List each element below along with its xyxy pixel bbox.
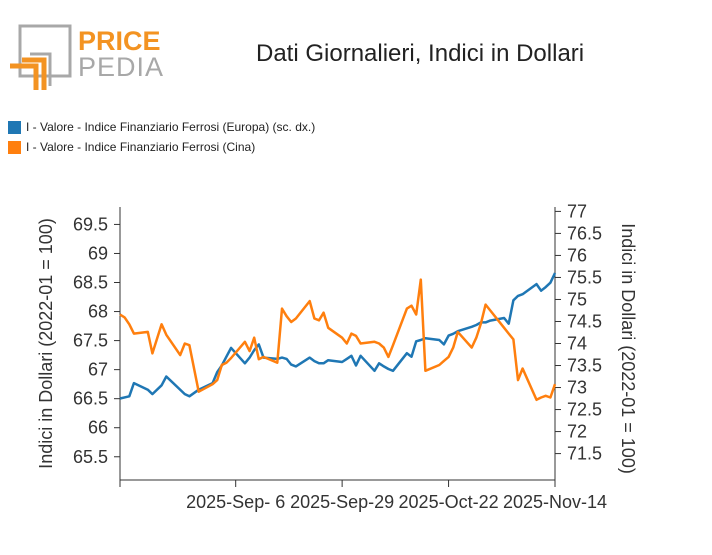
x-tick-label: 2025-Nov-14 (503, 492, 607, 512)
y-right-tick-label: 72 (567, 422, 587, 442)
y-left-tick-label: 67.5 (73, 331, 108, 351)
legend-swatch-europa (8, 120, 21, 134)
y-left-tick-label: 66 (88, 418, 108, 438)
y-right-tick-label: 74.5 (567, 311, 602, 331)
logo-mark: PRICE PEDIA (10, 24, 164, 90)
y-right-tick-label: 72.5 (567, 400, 602, 420)
y-left-tick-label: 68 (88, 302, 108, 322)
y-right-tick-label: 73.5 (567, 356, 602, 376)
y-axis-left-title: Indici in Dollari (2022-01 = 100) (36, 218, 56, 469)
x-tick-label: 2025-Oct-22 (399, 492, 499, 512)
logo-word-pedia: PEDIA (78, 52, 164, 82)
y-right-tick-label: 75.5 (567, 267, 602, 287)
y-left-tick-label: 65.5 (73, 447, 108, 467)
legend-label-cina: I - Valore - Indice Finanziario Ferrosi … (26, 140, 256, 154)
y-left-tick-label: 67 (88, 360, 108, 380)
y-right-tick-label: 71.5 (567, 444, 602, 464)
legend-item-cina: I - Valore - Indice Finanziario Ferrosi … (8, 140, 255, 154)
y-left-tick-label: 68.5 (73, 273, 108, 293)
y-right-tick-label: 76 (567, 245, 587, 265)
y-right-tick-label: 75 (567, 289, 587, 309)
pricepedia-logo: PRICE PEDIA (8, 24, 168, 94)
y-right-tick-label: 73 (567, 378, 587, 398)
y-right-tick-label: 77 (567, 201, 587, 221)
logo-word-price: PRICE (78, 26, 161, 56)
legend-item-europa: I - Valore - Indice Finanziario Ferrosi … (8, 120, 315, 134)
y-right-tick-label: 76.5 (567, 223, 602, 243)
x-tick-label: 2025-Sep- 6 (186, 492, 285, 512)
series-line-cina (119, 278, 557, 402)
y-left-tick-label: 69.5 (73, 214, 108, 234)
chart-title: Dati Giornalieri, Indici in Dollari (256, 40, 585, 67)
legend-label-europa: I - Valore - Indice Finanziario Ferrosi … (26, 120, 316, 134)
y-right-tick-label: 74 (567, 334, 587, 354)
y-left-tick-label: 66.5 (73, 389, 108, 409)
series-line-europa (119, 272, 557, 400)
y-left-tick-label: 69 (88, 243, 108, 263)
legend-swatch-cina (8, 140, 21, 154)
x-tick-label: 2025-Sep-29 (290, 492, 394, 512)
y-axis-right-title: Indici in Dollari (2022-01 = 100) (618, 223, 638, 474)
